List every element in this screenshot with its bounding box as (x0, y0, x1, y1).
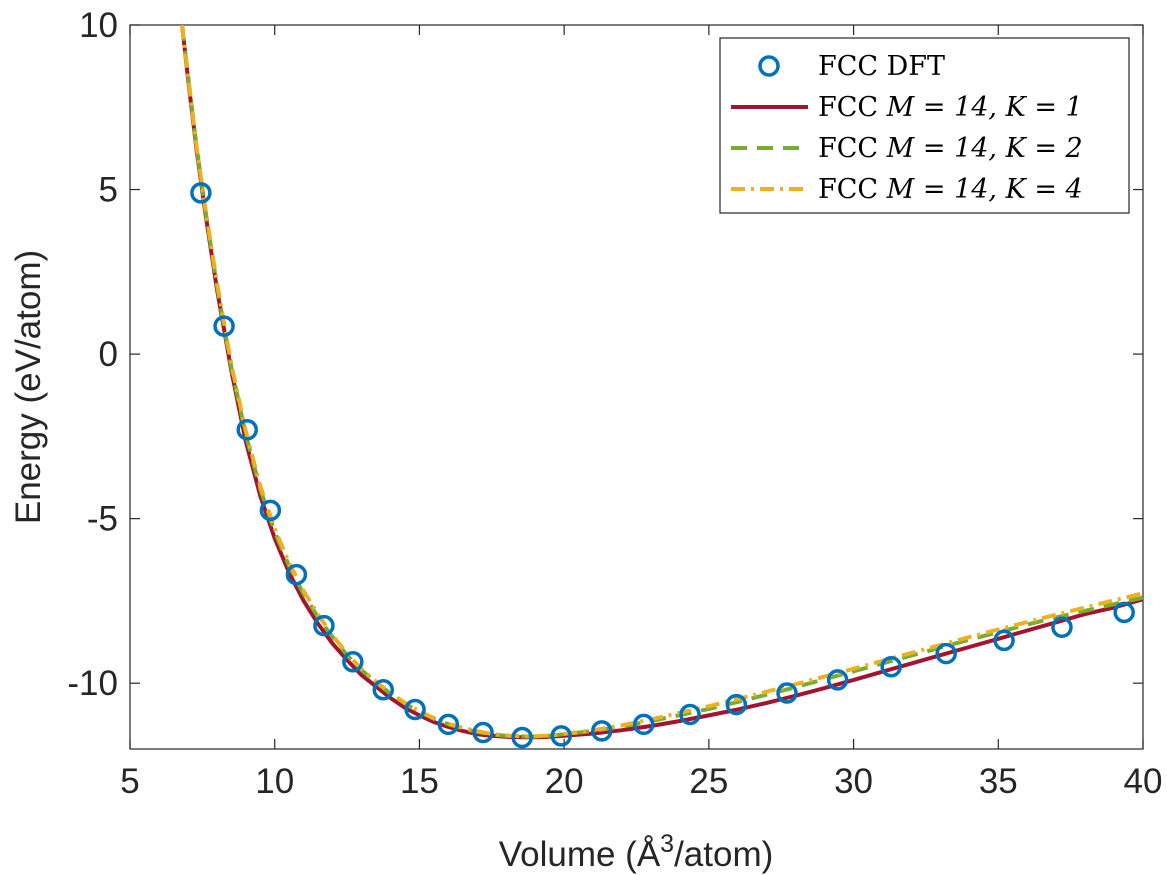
x-tick-label: 25 (689, 762, 728, 801)
x-tick-label: 30 (834, 762, 873, 801)
y-axis-ticks: -10 -5 0 5 10 (67, 6, 1143, 703)
dft-data-point (993, 629, 1015, 652)
y-tick-label: 0 (99, 335, 118, 374)
dft-data-point (437, 713, 460, 736)
dft-data-point (472, 721, 494, 744)
y-tick-label: 5 (99, 171, 118, 210)
dft-data-point (935, 642, 957, 665)
dft-data-point (826, 669, 849, 691)
dft-data-point (776, 682, 798, 704)
legend-marker-dft (758, 55, 780, 77)
y-tick-label: 10 (79, 6, 118, 45)
dft-data-point (511, 726, 533, 749)
legend-label: FCC M = 14, K = 1 (818, 92, 1083, 123)
y-axis-title: Energy (eV/atom) (9, 250, 48, 524)
legend-label: FCC M = 14, K = 4 (818, 174, 1083, 205)
dft-data-point (1051, 616, 1073, 638)
y-tick-label: -10 (67, 664, 118, 703)
dft-data-point (1113, 601, 1135, 624)
dft-data-point (213, 315, 235, 337)
dft-data-point (190, 182, 212, 204)
x-tick-label: 10 (255, 762, 294, 801)
legend-label: FCC DFT (818, 51, 945, 82)
dft-data-point (404, 698, 426, 721)
dft-data-point (342, 651, 364, 673)
dft-data-point (313, 614, 335, 637)
dft-data-point (550, 725, 572, 747)
dft-data-point (285, 563, 308, 586)
x-tick-label: 5 (120, 762, 139, 801)
x-axis-ticks: 5 10 15 20 25 30 35 40 (120, 25, 1162, 801)
x-tick-label: 35 (979, 762, 1018, 801)
y-tick-label: -5 (87, 500, 118, 539)
dft-data-point (880, 655, 902, 678)
legend-box (719, 37, 1130, 214)
series-layer (180, 25, 1143, 749)
dft-data-point (259, 499, 282, 522)
legend-label: FCC M = 14, K = 2 (818, 133, 1083, 164)
x-axis-title: Volume (Å3/atom) (499, 830, 774, 874)
series-line-k4 (180, 25, 1143, 739)
dft-data-point (372, 679, 394, 701)
dft-data-point (725, 693, 748, 716)
dft-data-point (236, 419, 258, 441)
x-tick-label: 15 (400, 762, 439, 801)
dft-data-point (632, 713, 655, 736)
x-tick-label: 40 (1124, 762, 1163, 801)
dft-data-point (591, 720, 613, 742)
dft-data-point (679, 703, 701, 726)
x-tick-label: 20 (545, 762, 584, 801)
legend: FCC DFT FCC M = 14, K = 1 FCC M = 14, K = … (719, 37, 1130, 214)
